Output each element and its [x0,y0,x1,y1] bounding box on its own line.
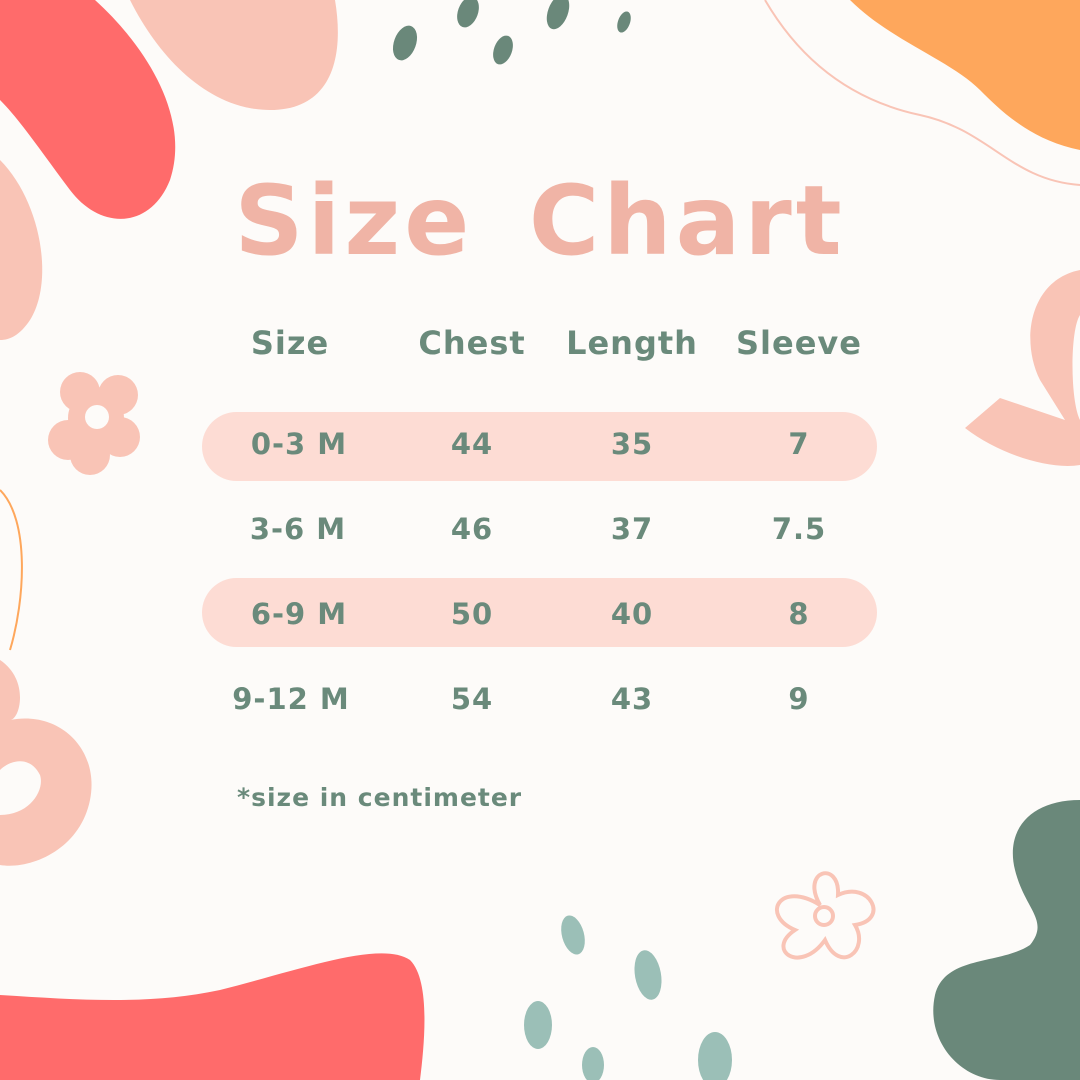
cell-chest: 50 [450,597,494,631]
cell-chest: 44 [450,427,494,461]
header-size: Size [250,324,330,362]
green-blob-bottom-right [933,800,1080,1080]
cell-size: 3-6 M [249,512,347,546]
cell-chest: 46 [450,512,494,546]
pink-loop-left [0,660,92,866]
header-length: Length [566,324,698,362]
cell-sleeve: 7.5 [771,512,827,546]
cell-length: 37 [610,512,654,546]
page-title: Size Chart [234,165,846,277]
footnote: *size in centimeter [237,783,523,812]
orange-line-left [0,489,23,651]
cell-sleeve: 7 [788,427,810,461]
pink-blob-top [130,0,338,110]
header-chest: Chest [418,324,526,362]
row-highlight [202,412,877,481]
flower-icon-left [48,372,140,475]
cell-sleeve: 9 [788,682,810,716]
cell-size: 0-3 M [250,427,348,461]
cell-length: 35 [610,427,654,461]
coral-blob-bottom [0,953,425,1080]
orange-blob-top-right [850,0,1080,150]
pink-petal-left [0,160,43,340]
cell-length: 40 [610,597,654,631]
cell-size: 6-9 M [250,597,348,631]
cell-chest: 54 [450,682,494,716]
header-sleeve: Sleeve [736,324,862,362]
coral-petal-top-left [0,0,176,219]
row-highlight [202,578,877,647]
teal-dots-bottom [524,915,732,1080]
pink-line-top-right [764,0,1080,186]
cell-sleeve: 8 [788,597,810,631]
cell-size: 9-12 M [232,682,350,716]
flower-outline-icon [775,871,876,960]
green-dots-top [392,0,631,65]
pink-hook-right [965,270,1080,466]
cell-length: 43 [610,682,654,716]
